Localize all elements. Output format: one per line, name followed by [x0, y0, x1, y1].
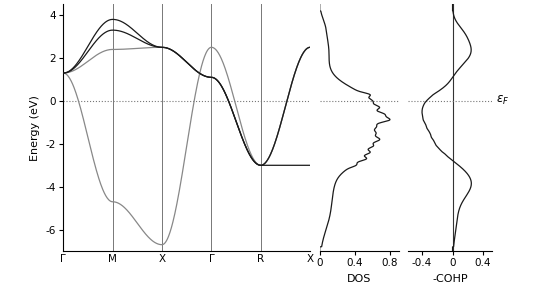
X-axis label: DOS: DOS — [347, 274, 371, 284]
Y-axis label: Energy (eV): Energy (eV) — [30, 95, 40, 161]
X-axis label: -COHP: -COHP — [432, 274, 468, 284]
Text: $\varepsilon_F$: $\varepsilon_F$ — [496, 94, 509, 107]
